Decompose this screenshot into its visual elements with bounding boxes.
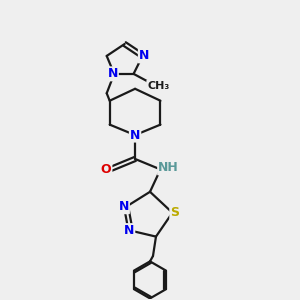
Text: N: N bbox=[124, 224, 134, 237]
Text: N: N bbox=[118, 200, 129, 213]
Text: O: O bbox=[101, 163, 111, 176]
Text: NH: NH bbox=[158, 161, 179, 174]
Text: N: N bbox=[107, 68, 118, 80]
Text: N: N bbox=[130, 129, 140, 142]
Text: S: S bbox=[170, 206, 179, 219]
Text: N: N bbox=[139, 50, 149, 62]
Text: CH₃: CH₃ bbox=[147, 81, 170, 91]
